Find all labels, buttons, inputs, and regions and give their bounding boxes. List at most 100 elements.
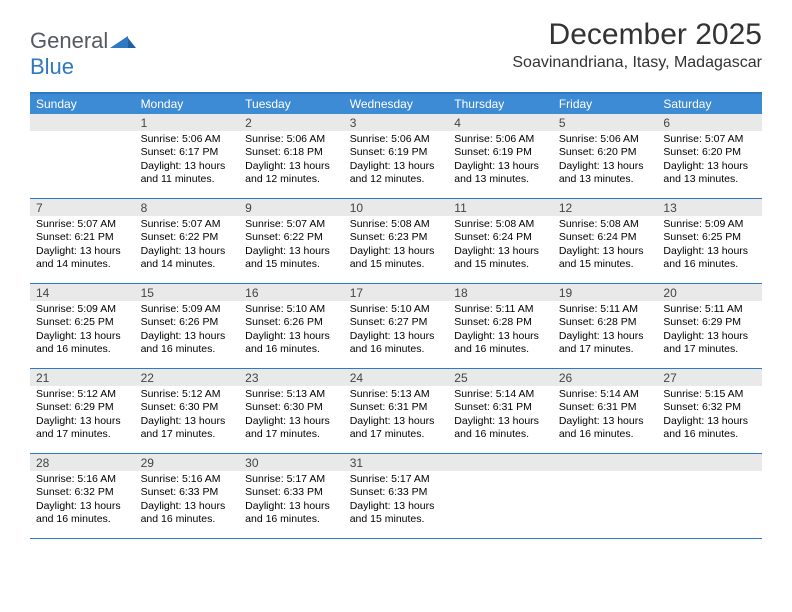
daylight-line: Daylight: 13 hours and 17 minutes. [141,415,234,442]
day-details: Sunrise: 5:06 AMSunset: 6:19 PMDaylight:… [344,131,449,191]
day-cell: 24Sunrise: 5:13 AMSunset: 6:31 PMDayligh… [344,369,449,453]
daylight-line: Daylight: 13 hours and 15 minutes. [350,245,443,272]
day-cell: 1Sunrise: 5:06 AMSunset: 6:17 PMDaylight… [135,114,240,198]
sunrise-line: Sunrise: 5:06 AM [454,133,547,146]
header: GeneralBlue December 2025 Soavinandriana… [0,0,792,84]
sunset-line: Sunset: 6:20 PM [663,146,756,159]
daylight-line: Daylight: 13 hours and 16 minutes. [663,245,756,272]
daylight-line: Daylight: 13 hours and 12 minutes. [245,160,338,187]
sunrise-line: Sunrise: 5:14 AM [454,388,547,401]
day-cell: 29Sunrise: 5:16 AMSunset: 6:33 PMDayligh… [135,454,240,538]
day-details: Sunrise: 5:17 AMSunset: 6:33 PMDaylight:… [344,471,449,531]
day-number: 30 [239,454,344,471]
week-row: 1Sunrise: 5:06 AMSunset: 6:17 PMDaylight… [30,114,762,199]
dayname-row: SundayMondayTuesdayWednesdayThursdayFrid… [30,94,762,114]
day-number: 11 [448,199,553,216]
sunset-line: Sunset: 6:28 PM [454,316,547,329]
daylight-line: Daylight: 13 hours and 17 minutes. [36,415,129,442]
sunrise-line: Sunrise: 5:09 AM [663,218,756,231]
daylight-line: Daylight: 13 hours and 17 minutes. [350,415,443,442]
day-number: 7 [30,199,135,216]
day-cell: 3Sunrise: 5:06 AMSunset: 6:19 PMDaylight… [344,114,449,198]
daylight-line: Daylight: 13 hours and 12 minutes. [350,160,443,187]
week-row: 7Sunrise: 5:07 AMSunset: 6:21 PMDaylight… [30,199,762,284]
day-details: Sunrise: 5:11 AMSunset: 6:28 PMDaylight:… [553,301,658,361]
location-text: Soavinandriana, Itasy, Madagascar [512,54,762,72]
day-details: Sunrise: 5:12 AMSunset: 6:30 PMDaylight:… [135,386,240,446]
day-details: Sunrise: 5:06 AMSunset: 6:17 PMDaylight:… [135,131,240,191]
day-cell: 22Sunrise: 5:12 AMSunset: 6:30 PMDayligh… [135,369,240,453]
sunrise-line: Sunrise: 5:17 AM [350,473,443,486]
day-cell: 31Sunrise: 5:17 AMSunset: 6:33 PMDayligh… [344,454,449,538]
daylight-line: Daylight: 13 hours and 16 minutes. [36,330,129,357]
day-details: Sunrise: 5:09 AMSunset: 6:25 PMDaylight:… [30,301,135,361]
sunrise-line: Sunrise: 5:11 AM [454,303,547,316]
day-cell: 4Sunrise: 5:06 AMSunset: 6:19 PMDaylight… [448,114,553,198]
empty-cell [30,114,135,198]
daylight-line: Daylight: 13 hours and 13 minutes. [663,160,756,187]
sunset-line: Sunset: 6:31 PM [350,401,443,414]
day-details: Sunrise: 5:08 AMSunset: 6:24 PMDaylight:… [448,216,553,276]
sunrise-line: Sunrise: 5:11 AM [663,303,756,316]
day-cell: 26Sunrise: 5:14 AMSunset: 6:31 PMDayligh… [553,369,658,453]
day-number [448,454,553,471]
logo: GeneralBlue [30,18,136,80]
sunrise-line: Sunrise: 5:06 AM [245,133,338,146]
day-details: Sunrise: 5:11 AMSunset: 6:28 PMDaylight:… [448,301,553,361]
sunset-line: Sunset: 6:19 PM [350,146,443,159]
day-number: 6 [657,114,762,131]
page-title: December 2025 [512,18,762,52]
day-details: Sunrise: 5:12 AMSunset: 6:29 PMDaylight:… [30,386,135,446]
sunrise-line: Sunrise: 5:12 AM [141,388,234,401]
logo-text: GeneralBlue [30,28,136,80]
day-number: 12 [553,199,658,216]
day-cell: 30Sunrise: 5:17 AMSunset: 6:33 PMDayligh… [239,454,344,538]
title-block: December 2025 Soavinandriana, Itasy, Mad… [512,18,762,72]
daylight-line: Daylight: 13 hours and 17 minutes. [559,330,652,357]
day-number: 5 [553,114,658,131]
day-cell: 12Sunrise: 5:08 AMSunset: 6:24 PMDayligh… [553,199,658,283]
day-cell: 2Sunrise: 5:06 AMSunset: 6:18 PMDaylight… [239,114,344,198]
sunset-line: Sunset: 6:24 PM [454,231,547,244]
day-details: Sunrise: 5:07 AMSunset: 6:21 PMDaylight:… [30,216,135,276]
day-number: 27 [657,369,762,386]
sunset-line: Sunset: 6:28 PM [559,316,652,329]
day-details: Sunrise: 5:08 AMSunset: 6:23 PMDaylight:… [344,216,449,276]
sunrise-line: Sunrise: 5:07 AM [141,218,234,231]
daylight-line: Daylight: 13 hours and 15 minutes. [350,500,443,527]
daylight-line: Daylight: 13 hours and 16 minutes. [245,330,338,357]
day-cell: 15Sunrise: 5:09 AMSunset: 6:26 PMDayligh… [135,284,240,368]
day-details: Sunrise: 5:06 AMSunset: 6:19 PMDaylight:… [448,131,553,191]
week-row: 14Sunrise: 5:09 AMSunset: 6:25 PMDayligh… [30,284,762,369]
day-number [657,454,762,471]
day-details: Sunrise: 5:11 AMSunset: 6:29 PMDaylight:… [657,301,762,361]
daylight-line: Daylight: 13 hours and 16 minutes. [141,500,234,527]
day-number: 2 [239,114,344,131]
dayname: Monday [135,94,240,114]
day-details: Sunrise: 5:06 AMSunset: 6:20 PMDaylight:… [553,131,658,191]
daylight-line: Daylight: 13 hours and 14 minutes. [141,245,234,272]
day-number: 15 [135,284,240,301]
sunset-line: Sunset: 6:32 PM [36,486,129,499]
empty-cell [553,454,658,538]
daylight-line: Daylight: 13 hours and 17 minutes. [663,330,756,357]
day-number: 13 [657,199,762,216]
day-cell: 5Sunrise: 5:06 AMSunset: 6:20 PMDaylight… [553,114,658,198]
day-details: Sunrise: 5:08 AMSunset: 6:24 PMDaylight:… [553,216,658,276]
sunrise-line: Sunrise: 5:10 AM [245,303,338,316]
day-cell: 7Sunrise: 5:07 AMSunset: 6:21 PMDaylight… [30,199,135,283]
sunrise-line: Sunrise: 5:16 AM [141,473,234,486]
dayname: Friday [553,94,658,114]
weeks-container: 1Sunrise: 5:06 AMSunset: 6:17 PMDaylight… [30,114,762,539]
day-cell: 20Sunrise: 5:11 AMSunset: 6:29 PMDayligh… [657,284,762,368]
sunset-line: Sunset: 6:26 PM [141,316,234,329]
daylight-line: Daylight: 13 hours and 15 minutes. [454,245,547,272]
daylight-line: Daylight: 13 hours and 17 minutes. [245,415,338,442]
day-number: 17 [344,284,449,301]
empty-cell [657,454,762,538]
day-details: Sunrise: 5:13 AMSunset: 6:30 PMDaylight:… [239,386,344,446]
day-number: 1 [135,114,240,131]
week-row: 21Sunrise: 5:12 AMSunset: 6:29 PMDayligh… [30,369,762,454]
sunset-line: Sunset: 6:33 PM [245,486,338,499]
day-number: 28 [30,454,135,471]
